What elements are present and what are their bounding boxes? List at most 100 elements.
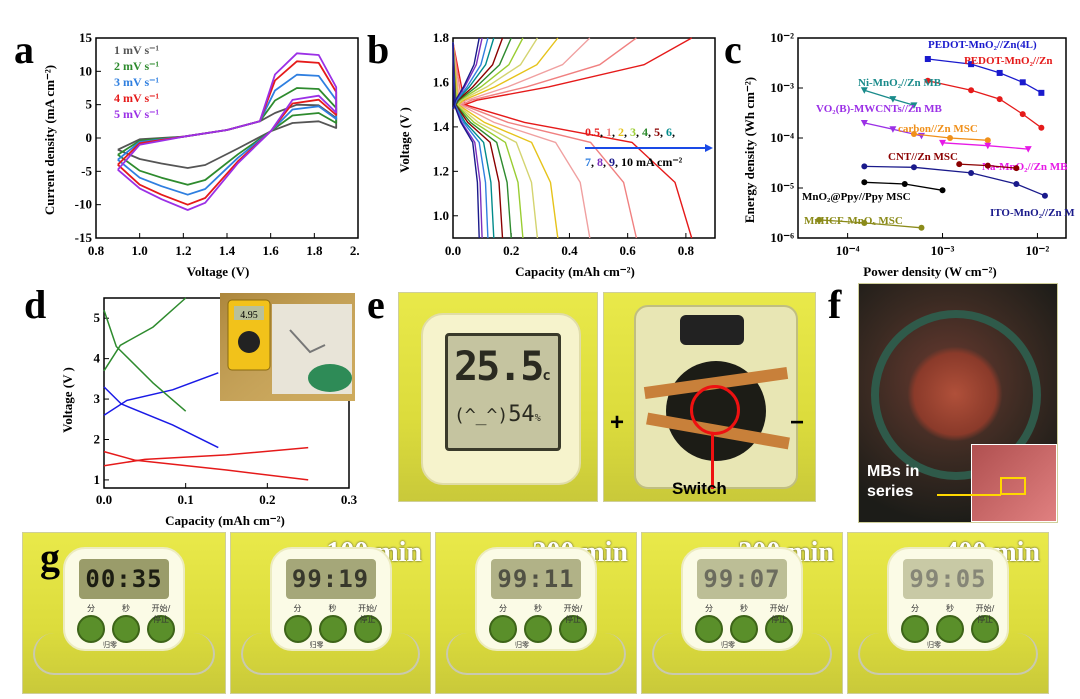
data-point — [1024, 146, 1032, 153]
discharge-curve — [452, 42, 693, 239]
x-tick-label: 0.1 — [178, 492, 194, 507]
x-tick-label: 0.0 — [445, 243, 461, 258]
data-point — [1013, 165, 1020, 172]
y-tick-label: 1.4 — [433, 119, 450, 134]
hygrometer-front-photo: 25.5c (^_^)54% — [398, 292, 598, 502]
mbs-in-series-label-1: MBs in — [867, 463, 920, 480]
data-point — [910, 102, 918, 109]
charge-curve — [452, 37, 637, 110]
legend-entry: 4 mV s⁻¹ — [114, 91, 159, 105]
timer-button-label: 开始/停止 — [563, 604, 583, 624]
data-point — [939, 187, 946, 194]
x-tick-label: 1.0 — [132, 243, 148, 258]
temperature-unit: c — [542, 368, 551, 384]
y-axis-label: Voltage (V ) — [397, 107, 412, 173]
mbs-inset-photo — [971, 444, 1057, 522]
timer-button-label: 开始/停止 — [358, 604, 377, 624]
timer-display: 99:11 — [491, 559, 581, 599]
data-point — [984, 162, 991, 169]
y-axis-label: Current density (mA cm⁻²) — [42, 65, 57, 215]
x-axis-label: Capacity (mAh cm⁻²) — [515, 264, 635, 279]
charge-curve — [103, 297, 187, 372]
timer-button: 秒 — [112, 604, 140, 643]
fan-photo: MBs in series — [858, 283, 1058, 523]
x-axis-label: Voltage (V) — [187, 264, 250, 279]
panel-label-c: c — [724, 27, 742, 72]
discharge-curve — [103, 309, 187, 412]
timer-button: 分 — [901, 604, 929, 643]
timer-button-label: 秒 — [534, 604, 542, 613]
y-tick-label: 1.8 — [433, 30, 450, 45]
x-tick-label: 0.2 — [503, 243, 519, 258]
data-point — [924, 77, 931, 84]
timer-button: 秒 — [318, 604, 347, 643]
timer-button-label: 秒 — [946, 604, 954, 613]
fan-blades — [907, 346, 1003, 442]
clip-wires — [858, 633, 1038, 675]
legend-value: , — [591, 155, 597, 169]
y-tick-label: 1 — [94, 472, 101, 487]
data-point — [910, 164, 917, 171]
x-tick-label: 10⁻⁴ — [836, 243, 860, 258]
y-tick-label: 1.6 — [433, 74, 450, 89]
y-tick-label: 1.0 — [433, 208, 449, 223]
panel-label-d: d — [24, 282, 47, 327]
minus-terminal-label: − — [790, 409, 805, 436]
timer-button-label: 秒 — [740, 604, 748, 613]
multimeter-photo: 4.95 — [220, 293, 355, 401]
y-tick-label: 10⁻⁶ — [770, 230, 794, 245]
reset-label: 归零 — [721, 641, 735, 649]
data-point — [910, 131, 917, 138]
timer-button: 开始/停止 — [353, 604, 382, 643]
series-label: ITO-MnO₂//Zn MSC — [990, 207, 1075, 219]
timer-display: 99:07 — [697, 559, 787, 599]
data-point — [918, 224, 925, 231]
timer-button-label: 分 — [911, 604, 919, 613]
series-label: carbon//Zn MSC — [898, 123, 978, 135]
y-tick-label: 1.2 — [433, 163, 449, 178]
data-point — [889, 126, 897, 133]
legend-value: 0.5 — [585, 125, 600, 139]
charge-curve — [452, 37, 591, 110]
y-tick-label: 2 — [94, 431, 101, 446]
series-label: MnHCF-MnOₓ MSC — [804, 215, 903, 227]
hygrometer-screen: 25.5c (^_^)54% — [445, 333, 561, 451]
x-axis-label: Power density (W cm⁻²) — [863, 264, 996, 279]
discharge-curve — [103, 450, 309, 481]
timer-button: 分 — [283, 604, 312, 643]
charge-curve — [103, 372, 219, 416]
y-tick-label: 10⁻⁴ — [770, 130, 794, 145]
data-point — [984, 142, 992, 150]
legend-entry: 3 mV s⁻¹ — [114, 75, 159, 89]
timer-device: 99:19 分 秒 开始/停止 归零 — [269, 547, 392, 651]
hygrometer-back-photo: + − Switch — [603, 292, 816, 502]
timer-display: 00:35 — [79, 559, 169, 599]
series-label: Ni-MnO₂//Zn MB — [858, 77, 942, 89]
legend-entry: 1 mV s⁻¹ — [114, 43, 159, 57]
timer-button: 开始/停止 — [765, 604, 793, 643]
legend-value: 3 — [630, 125, 636, 139]
timer-frame: 00:35 分 秒 开始/停止 归零 — [22, 532, 226, 694]
legend-value: 6 — [666, 125, 672, 139]
hygrometer-body: 25.5c (^_^)54% — [421, 313, 581, 485]
data-point — [901, 181, 908, 188]
charge-curve — [452, 37, 559, 110]
ragone-chart: 10⁻⁴ 10⁻³ 10⁻² 10⁻⁶ 10⁻⁵ 10⁻⁴ 10⁻³ 10⁻² PEDOT-Mn… — [742, 30, 1075, 279]
timer-button-label: 秒 — [328, 604, 337, 613]
timer-device: 99:11 分 秒 开始/停止 归零 — [475, 547, 597, 651]
legend-value: , — [660, 125, 666, 139]
series-label: VO₂(B)-MWCNTs//Zn MB — [816, 103, 942, 115]
data-point — [1019, 111, 1026, 118]
x-axis-label: Capacity (mAh cm⁻²) — [165, 513, 285, 528]
panel-label-a: a — [14, 27, 34, 72]
legend-value: 1 — [606, 125, 612, 139]
ragone-series-line — [927, 80, 1042, 129]
plot-frame — [452, 37, 716, 239]
legend-value: 2 — [618, 125, 624, 139]
legend-current-densities: 7, 8, 9, 10 mA cm⁻² — [585, 155, 683, 169]
data-point — [924, 56, 931, 63]
switch-highlight-circle — [690, 385, 740, 435]
x-tick-label: 1.8 — [306, 243, 323, 258]
